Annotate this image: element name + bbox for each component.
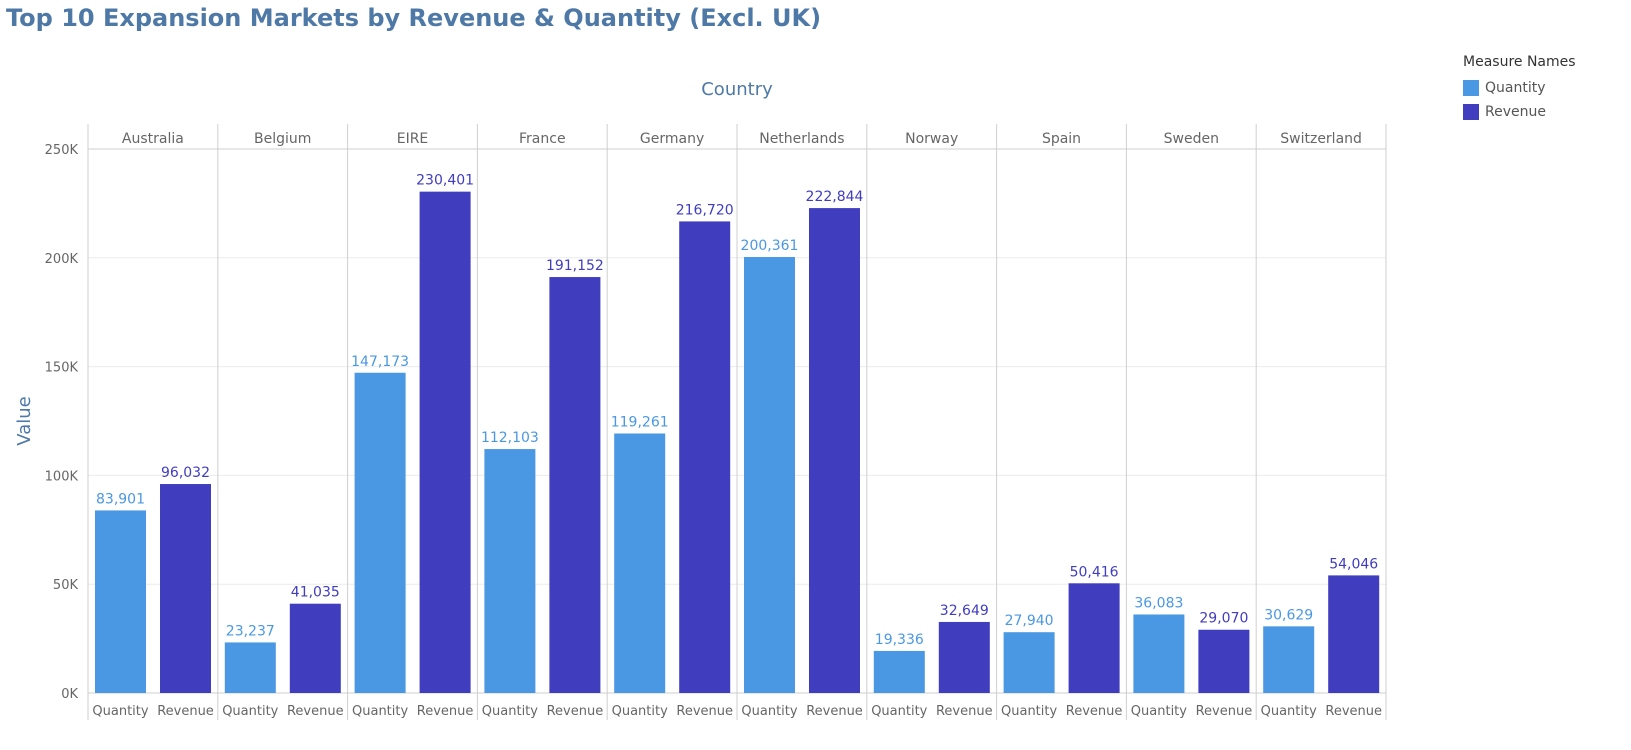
legend: Measure Names Quantity Revenue — [1463, 54, 1576, 124]
x-tick-label: Quantity — [1261, 704, 1317, 719]
country-header-germany: Germany — [640, 131, 704, 147]
x-tick-label: Quantity — [871, 704, 927, 719]
country-header-switzerland: Switzerland — [1280, 131, 1362, 147]
legend-label-revenue: Revenue — [1485, 104, 1546, 120]
x-tick-label: Quantity — [482, 704, 538, 719]
bar-revenue-spain — [1068, 583, 1120, 693]
bar-revenue-australia — [160, 484, 211, 693]
bar-quantity-sweden — [1133, 614, 1185, 693]
x-tick-label: Quantity — [612, 704, 668, 719]
bar-revenue-netherlands — [809, 208, 860, 693]
bar-quantity-norway — [873, 650, 925, 693]
bar-revenue-belgium — [289, 603, 341, 693]
x-tick-label: Quantity — [1001, 704, 1057, 719]
data-label: 230,401 — [416, 173, 474, 189]
bar-quantity-belgium — [224, 642, 276, 693]
country-header-sweden: Sweden — [1164, 131, 1219, 147]
country-header-australia: Australia — [122, 131, 184, 147]
data-label: 200,361 — [741, 238, 799, 254]
legend-swatch-revenue — [1463, 104, 1479, 120]
bar-quantity-spain — [1003, 632, 1055, 693]
data-label: 119,261 — [611, 414, 669, 430]
x-tick-label: Quantity — [352, 704, 408, 719]
bar-revenue-norway — [938, 621, 990, 693]
data-label: 23,237 — [226, 623, 275, 639]
bar-quantity-australia — [95, 510, 146, 693]
y-tick-label: 150K — [45, 361, 79, 376]
x-tick-label: Quantity — [222, 704, 278, 719]
bar-revenue-france — [549, 277, 601, 693]
data-label: 112,103 — [481, 430, 539, 446]
x-tick-label: Revenue — [676, 704, 733, 719]
data-label: 96,032 — [161, 465, 210, 481]
y-axis-label: Value — [14, 396, 35, 445]
country-header-eire: EIRE — [397, 131, 429, 147]
x-tick-label: Revenue — [417, 704, 474, 719]
y-tick-label: 50K — [53, 578, 79, 593]
x-tick-label: Revenue — [287, 704, 344, 719]
y-tick-label: 200K — [45, 252, 79, 267]
legend-swatch-quantity — [1463, 80, 1479, 96]
data-label: 54,046 — [1329, 556, 1378, 572]
bar-revenue-sweden — [1198, 629, 1250, 693]
country-header-belgium: Belgium — [254, 131, 311, 147]
legend-item-revenue[interactable]: Revenue — [1463, 100, 1576, 124]
bar-quantity-germany — [614, 433, 666, 693]
data-label: 50,416 — [1070, 564, 1119, 580]
x-tick-label: Quantity — [741, 704, 797, 719]
data-label: 41,035 — [291, 585, 340, 601]
data-label: 83,901 — [96, 491, 145, 507]
y-tick-label: 0K — [61, 687, 78, 702]
x-tick-label: Revenue — [1325, 704, 1382, 719]
bar-quantity-france — [484, 449, 536, 693]
x-tick-label: Revenue — [1196, 704, 1253, 719]
data-label: 29,070 — [1199, 611, 1248, 627]
data-label: 19,336 — [875, 632, 924, 648]
x-tick-label: Quantity — [92, 704, 148, 719]
bar-revenue-eire — [419, 191, 471, 693]
data-label: 222,844 — [806, 189, 864, 205]
x-tick-label: Revenue — [547, 704, 604, 719]
y-tick-label: 250K — [45, 143, 79, 158]
x-tick-label: Revenue — [936, 704, 993, 719]
data-label: 36,083 — [1134, 595, 1183, 611]
bar-revenue-switzerland — [1328, 575, 1380, 693]
data-label: 147,173 — [351, 354, 409, 370]
y-tick-label: 100K — [45, 469, 79, 484]
column-header-title: Country — [701, 79, 773, 100]
country-header-netherlands: Netherlands — [759, 131, 844, 147]
legend-label-quantity: Quantity — [1485, 80, 1546, 96]
country-header-france: France — [519, 131, 566, 147]
x-tick-label: Revenue — [157, 704, 214, 719]
bar-quantity-switzerland — [1263, 626, 1315, 693]
data-label: 191,152 — [546, 258, 604, 274]
bar-quantity-netherlands — [744, 257, 795, 693]
legend-title: Measure Names — [1463, 54, 1576, 70]
country-header-spain: Spain — [1042, 131, 1081, 147]
bar-revenue-germany — [679, 221, 731, 693]
data-label: 32,649 — [940, 603, 989, 619]
country-header-norway: Norway — [905, 131, 958, 147]
data-label: 27,940 — [1005, 613, 1054, 629]
x-tick-label: Quantity — [1131, 704, 1187, 719]
x-tick-label: Revenue — [1066, 704, 1123, 719]
legend-item-quantity[interactable]: Quantity — [1463, 76, 1576, 100]
chart-title: Top 10 Expansion Markets by Revenue & Qu… — [6, 4, 822, 32]
data-label: 30,629 — [1264, 607, 1313, 623]
data-label: 216,720 — [676, 202, 734, 218]
x-tick-label: Revenue — [806, 704, 863, 719]
bar-quantity-eire — [354, 372, 406, 693]
